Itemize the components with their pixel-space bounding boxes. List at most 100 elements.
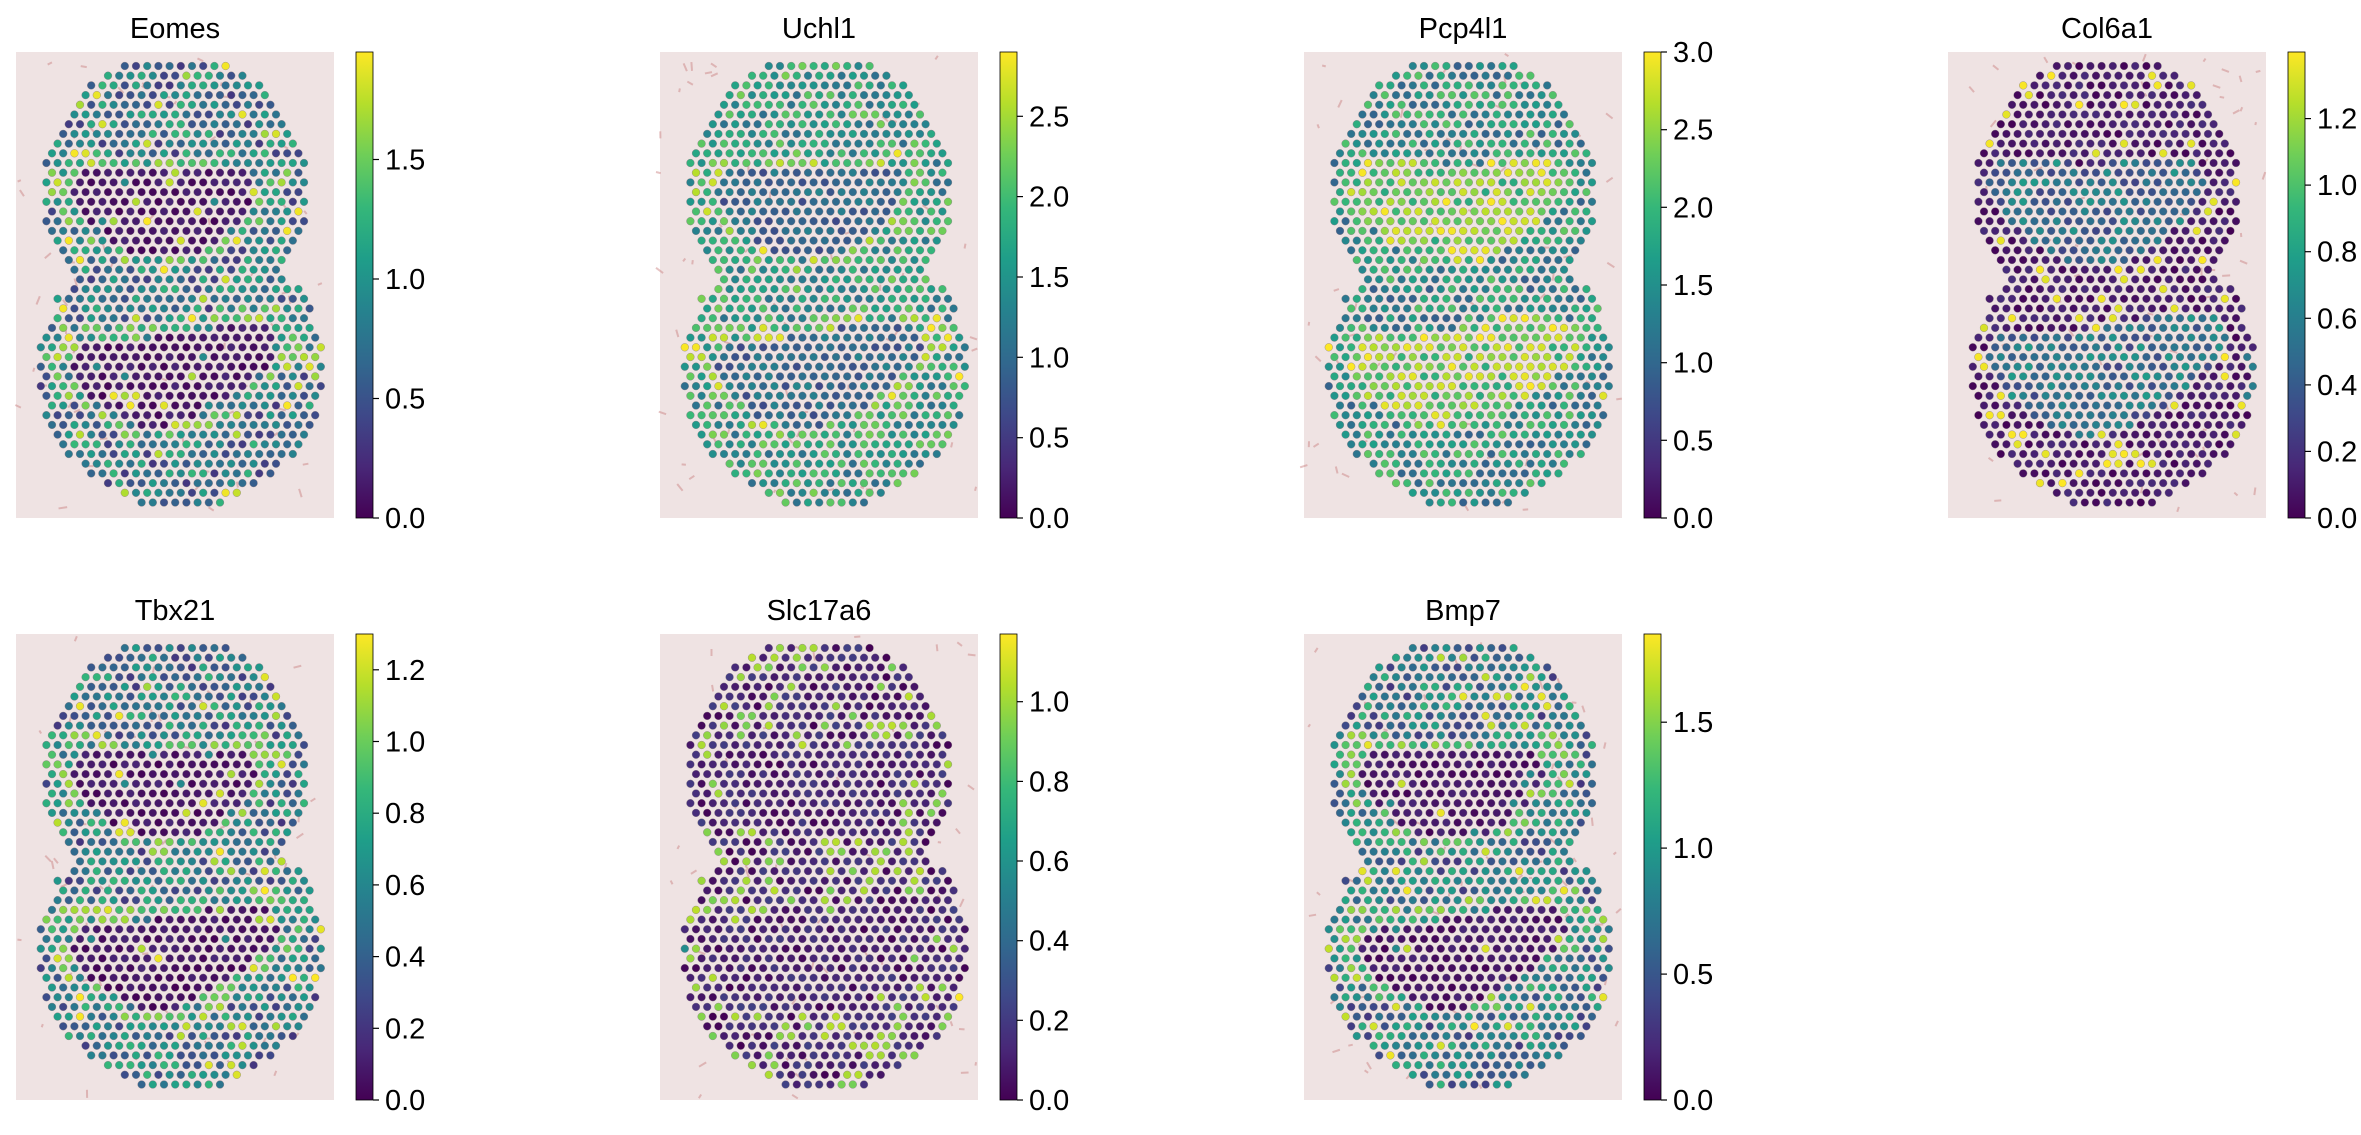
spot bbox=[204, 90, 213, 100]
spot bbox=[232, 255, 241, 265]
spot bbox=[792, 653, 801, 662]
spot bbox=[876, 314, 885, 323]
spot bbox=[1492, 246, 1501, 255]
spot bbox=[2019, 197, 2028, 206]
spot bbox=[2248, 382, 2257, 391]
spot bbox=[210, 139, 219, 148]
spot bbox=[2142, 61, 2151, 71]
spot bbox=[59, 925, 68, 934]
spot bbox=[255, 217, 264, 226]
spot bbox=[1425, 90, 1434, 100]
spot bbox=[1996, 372, 2005, 381]
spot bbox=[815, 362, 824, 371]
spot bbox=[859, 110, 869, 119]
spot bbox=[221, 1051, 230, 1060]
spot bbox=[2136, 440, 2145, 449]
spot bbox=[277, 391, 286, 400]
spot bbox=[249, 1041, 258, 1050]
spot bbox=[1565, 178, 1574, 187]
spot bbox=[53, 217, 62, 226]
spot bbox=[131, 100, 141, 109]
spot bbox=[87, 954, 96, 963]
colorbar: 0.00.51.01.52.02.53.0 bbox=[1643, 37, 1713, 535]
spot bbox=[260, 382, 269, 391]
spot bbox=[255, 352, 264, 362]
spot bbox=[283, 1022, 292, 1031]
spot bbox=[1442, 352, 1451, 362]
spot bbox=[243, 314, 253, 323]
spot bbox=[294, 440, 303, 449]
spot bbox=[2030, 139, 2039, 148]
spot bbox=[893, 362, 902, 371]
spot bbox=[1576, 411, 1585, 420]
spot bbox=[137, 692, 146, 701]
spot bbox=[1559, 362, 1569, 371]
spot bbox=[131, 876, 141, 885]
spot bbox=[1503, 168, 1513, 177]
spot bbox=[893, 246, 902, 255]
spot bbox=[243, 1012, 253, 1021]
spot bbox=[103, 188, 113, 197]
spot bbox=[1526, 440, 1535, 449]
spot bbox=[227, 828, 236, 837]
spot bbox=[81, 343, 90, 352]
spot bbox=[2187, 411, 2196, 420]
spot bbox=[820, 120, 829, 129]
spot bbox=[171, 440, 180, 449]
spot bbox=[809, 294, 818, 303]
spot bbox=[1996, 391, 2005, 400]
spot bbox=[1375, 100, 1384, 109]
spot bbox=[260, 207, 269, 216]
spot bbox=[98, 876, 107, 885]
spot bbox=[1464, 197, 1473, 206]
spot bbox=[243, 934, 253, 944]
spot bbox=[232, 236, 241, 245]
spot bbox=[260, 789, 269, 798]
spot bbox=[266, 430, 275, 439]
spot bbox=[176, 857, 185, 866]
spot bbox=[2035, 304, 2045, 313]
spot bbox=[115, 440, 124, 449]
spot bbox=[59, 769, 68, 779]
spot bbox=[232, 837, 241, 847]
spot bbox=[1475, 333, 1485, 342]
spot bbox=[148, 866, 157, 876]
spot bbox=[1453, 430, 1462, 439]
spot bbox=[215, 440, 225, 449]
spot bbox=[2058, 362, 2067, 371]
spot bbox=[764, 430, 773, 439]
spot bbox=[266, 740, 275, 750]
spot bbox=[238, 866, 247, 876]
spot bbox=[859, 343, 869, 352]
spot bbox=[1352, 430, 1361, 439]
spot bbox=[53, 178, 62, 187]
spot bbox=[115, 149, 124, 158]
spot bbox=[204, 711, 213, 721]
spot bbox=[316, 944, 325, 953]
spot bbox=[2181, 362, 2190, 371]
spot bbox=[882, 246, 891, 255]
spot bbox=[2030, 178, 2039, 187]
spot bbox=[2170, 479, 2179, 488]
spot bbox=[2119, 81, 2129, 90]
spot bbox=[792, 479, 801, 488]
spot bbox=[1515, 285, 1524, 294]
spot bbox=[210, 158, 219, 168]
spot bbox=[1386, 178, 1395, 187]
spot bbox=[70, 847, 79, 856]
spot bbox=[831, 275, 841, 284]
spot bbox=[238, 401, 247, 410]
spot bbox=[848, 362, 857, 371]
spot bbox=[204, 285, 213, 294]
spot bbox=[2187, 81, 2196, 90]
spot bbox=[736, 90, 745, 100]
spot bbox=[277, 294, 286, 303]
spot bbox=[2086, 178, 2095, 187]
spot bbox=[2125, 401, 2134, 410]
spot bbox=[742, 275, 751, 284]
spot bbox=[283, 343, 292, 352]
spot bbox=[299, 1012, 309, 1021]
spot bbox=[843, 488, 852, 497]
spot bbox=[204, 653, 213, 662]
spot bbox=[187, 993, 197, 1002]
